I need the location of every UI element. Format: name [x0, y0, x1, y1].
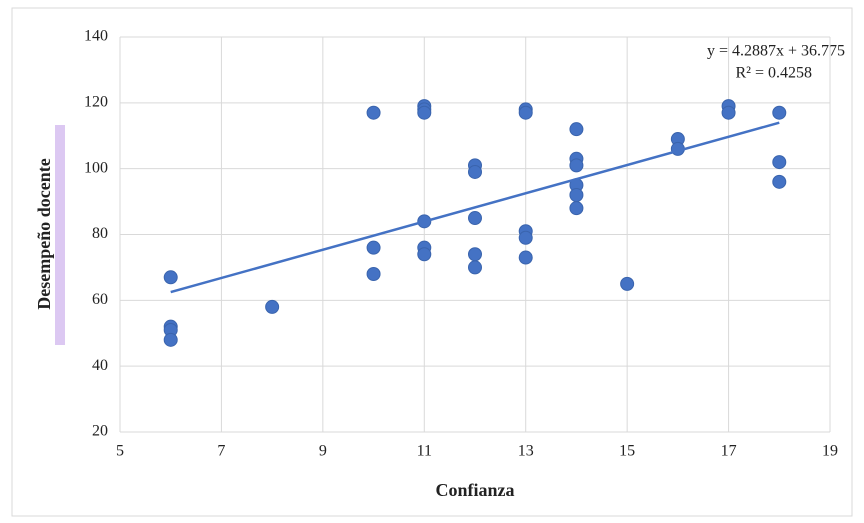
data-point — [772, 174, 787, 189]
data-point — [366, 267, 381, 281]
x-tick-label: 13 — [518, 443, 534, 460]
y-tick-label: 120 — [84, 94, 108, 111]
label-highlight — [55, 125, 65, 345]
x-tick-label: 11 — [417, 443, 432, 460]
data-point — [265, 299, 280, 314]
data-point — [569, 122, 584, 137]
trendline-equation: y = 4.2887x + 36.775 — [707, 43, 845, 60]
data-point — [417, 105, 432, 120]
x-tick-label: 7 — [217, 443, 225, 460]
x-tick-label: 9 — [319, 443, 327, 460]
data-point — [518, 230, 533, 245]
data-point — [163, 332, 178, 347]
x-tick-label: 19 — [822, 443, 838, 460]
data-point — [772, 155, 787, 170]
data-point — [163, 270, 178, 285]
x-tick-label: 17 — [721, 443, 737, 460]
y-tick-label: 40 — [92, 357, 108, 374]
data-point — [366, 105, 381, 120]
data-point — [518, 250, 533, 265]
trendline-r-squared: R² = 0.4258 — [736, 65, 813, 82]
data-point — [417, 247, 432, 262]
data-point — [721, 105, 736, 120]
data-point — [620, 276, 635, 291]
data-point — [468, 164, 482, 179]
y-tick-label: 20 — [92, 423, 108, 440]
data-point — [569, 201, 584, 216]
y-axis-title: Desempeño docente — [34, 158, 54, 309]
trendline — [170, 121, 780, 294]
x-tick-label: 15 — [619, 443, 635, 460]
data-point — [366, 240, 381, 255]
chart-frame — [11, 7, 853, 517]
data-point — [772, 105, 787, 120]
x-axis-title: Confianza — [435, 480, 514, 500]
data-point — [468, 247, 482, 262]
data-point — [569, 158, 584, 173]
y-tick-label: 100 — [84, 159, 108, 176]
y-tick-label: 80 — [92, 225, 108, 242]
data-point — [518, 105, 533, 120]
data-point — [468, 260, 482, 275]
x-tick-label: 5 — [116, 443, 124, 460]
data-point — [569, 188, 584, 202]
data-point — [468, 211, 482, 226]
y-tick-label: 140 — [84, 28, 108, 45]
y-tick-label: 60 — [92, 291, 108, 308]
